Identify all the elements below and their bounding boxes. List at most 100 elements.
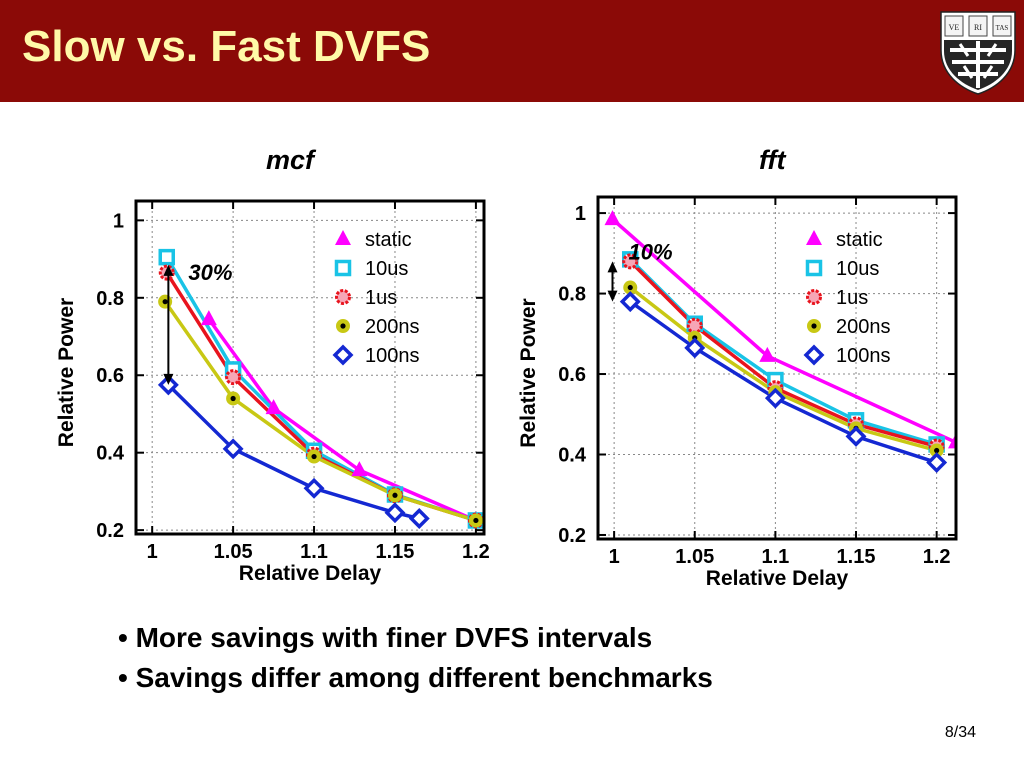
legend-label-200ns: 200ns bbox=[365, 316, 420, 338]
legend-label-10us: 10us bbox=[365, 258, 408, 280]
x-tick-label: 1.2 bbox=[462, 541, 490, 563]
shield-text-ve: VE bbox=[949, 23, 960, 32]
legend-label-static: static bbox=[836, 229, 883, 251]
x-tick-label: 1 bbox=[609, 546, 620, 568]
legend-label-100ns: 100ns bbox=[836, 345, 891, 367]
point-100ns bbox=[384, 502, 406, 524]
annotation-arrowhead-bottom bbox=[163, 373, 174, 385]
x-axis-label: Relative Delay bbox=[706, 567, 849, 590]
point-1us bbox=[225, 369, 242, 386]
y-axis-label: Relative Power bbox=[55, 298, 78, 447]
university-shield-logo: VE RI TAS bbox=[938, 10, 1018, 96]
x-tick-label: 1.05 bbox=[214, 541, 253, 563]
y-axis-label: Relative Power bbox=[517, 298, 540, 447]
y-tick-label: 0.6 bbox=[96, 365, 124, 387]
y-tick-label: 0.4 bbox=[558, 445, 587, 467]
point-static bbox=[200, 310, 217, 326]
legend-label-1us: 1us bbox=[836, 287, 868, 309]
series-line-200ns bbox=[629, 286, 938, 453]
x-tick-label: 1 bbox=[147, 541, 158, 563]
header-bar bbox=[0, 0, 1024, 102]
point-static bbox=[351, 461, 368, 477]
bullet-item-1: • More savings with finer DVFS intervals bbox=[118, 622, 653, 653]
x-axis-label: Relative Delay bbox=[239, 562, 382, 585]
y-tick-label: 1 bbox=[575, 203, 586, 225]
legend-marker-200ns-center bbox=[811, 323, 817, 329]
annotation-arrowhead-top bbox=[163, 264, 174, 276]
y-tick-label: 0.2 bbox=[96, 520, 124, 542]
mcf-chart: 0.2 0.4 0.6 0.8 1 1 1.05 1.1 1.15 1.2 Relative Del… bbox=[55, 199, 490, 585]
chart-title-fft: fft bbox=[759, 145, 786, 175]
point-100ns bbox=[408, 508, 430, 529]
y-tick-label: 0.8 bbox=[96, 288, 124, 310]
chart-title-mcf: mcf bbox=[266, 145, 315, 175]
x-tick-label: 1.1 bbox=[761, 546, 789, 568]
bullet-text-2: Savings differ among different benchmark… bbox=[135, 662, 713, 693]
page-number: 8/34 bbox=[944, 724, 976, 741]
plot-frame bbox=[134, 199, 486, 536]
point-static bbox=[604, 210, 621, 226]
x-tick-label: 1.15 bbox=[376, 541, 415, 563]
point-200ns-center bbox=[473, 517, 479, 524]
shield-text-ri: RI bbox=[974, 23, 982, 32]
point-static bbox=[759, 346, 776, 362]
legend-marker-10us bbox=[334, 259, 352, 277]
legend-marker-100ns bbox=[332, 344, 354, 366]
point-100ns bbox=[926, 452, 948, 474]
point-200ns-center bbox=[392, 492, 398, 498]
annotation-arrowhead-top bbox=[607, 261, 618, 273]
plot-area bbox=[604, 210, 956, 474]
point-100ns bbox=[222, 438, 244, 460]
plot-area bbox=[157, 248, 484, 529]
legend-marker-200ns-center bbox=[340, 323, 346, 329]
legend-marker-10us bbox=[805, 259, 823, 277]
point-200ns-center bbox=[230, 395, 236, 402]
legend-marker-1us bbox=[806, 289, 822, 305]
annotation-label: 30% bbox=[188, 260, 232, 285]
x-tick-label: 1.2 bbox=[923, 546, 951, 568]
y-tick-label: 0.8 bbox=[558, 284, 586, 306]
legend-marker-static bbox=[806, 230, 822, 245]
x-tick-label: 1.15 bbox=[837, 546, 876, 568]
legend-label-10us: 10us bbox=[836, 258, 879, 280]
series-line-10us bbox=[165, 256, 477, 523]
point-static bbox=[265, 399, 282, 415]
legend-marker-100ns bbox=[803, 344, 825, 366]
y-tick-label: 0.6 bbox=[558, 364, 586, 386]
series-line-10us bbox=[629, 258, 938, 447]
point-10us bbox=[158, 248, 176, 266]
legend-marker-static bbox=[335, 230, 351, 245]
legend-label-200ns: 200ns bbox=[836, 316, 891, 338]
annotation-label: 10% bbox=[629, 239, 673, 264]
y-tick-label: 0.4 bbox=[96, 443, 125, 465]
y-tick-label: 1 bbox=[113, 210, 124, 232]
point-100ns bbox=[845, 425, 867, 447]
slide-title: Slow vs. Fast DVFS bbox=[22, 22, 431, 71]
bullet-item-2: • Savings differ among different benchma… bbox=[118, 662, 713, 693]
fft-chart: 0.2 0.4 0.6 0.8 1 1 1.05 1.1 1.15 1.2 Relative Del… bbox=[517, 195, 958, 590]
shield-text-tas: TAS bbox=[996, 24, 1009, 32]
legend-marker-1us bbox=[335, 289, 351, 305]
x-tick-label: 1.1 bbox=[300, 541, 328, 563]
legend-label-static: static bbox=[365, 229, 412, 251]
point-100ns bbox=[303, 477, 325, 499]
plot-frame bbox=[596, 195, 958, 541]
point-200ns-center bbox=[311, 453, 317, 460]
point-static bbox=[948, 433, 956, 449]
annotation-arrowhead-bottom bbox=[607, 290, 618, 302]
series-line-1us bbox=[165, 271, 477, 523]
point-100ns bbox=[619, 291, 641, 313]
point-100ns bbox=[684, 337, 706, 359]
point-1us bbox=[686, 317, 703, 334]
series-line-100ns bbox=[167, 383, 420, 521]
point-200ns-center bbox=[162, 299, 168, 305]
point-100ns bbox=[157, 374, 179, 396]
point-200ns-center bbox=[627, 284, 633, 291]
y-tick-label: 0.2 bbox=[558, 525, 586, 547]
bullet-list: • More savings with finer DVFS intervals… bbox=[118, 618, 713, 698]
point-1us bbox=[622, 253, 639, 270]
x-tick-label: 1.05 bbox=[675, 546, 714, 568]
legend-label-100ns: 100ns bbox=[365, 345, 420, 367]
bullet-text-1: More savings with finer DVFS intervals bbox=[135, 622, 653, 653]
point-200ns-center bbox=[934, 447, 940, 454]
